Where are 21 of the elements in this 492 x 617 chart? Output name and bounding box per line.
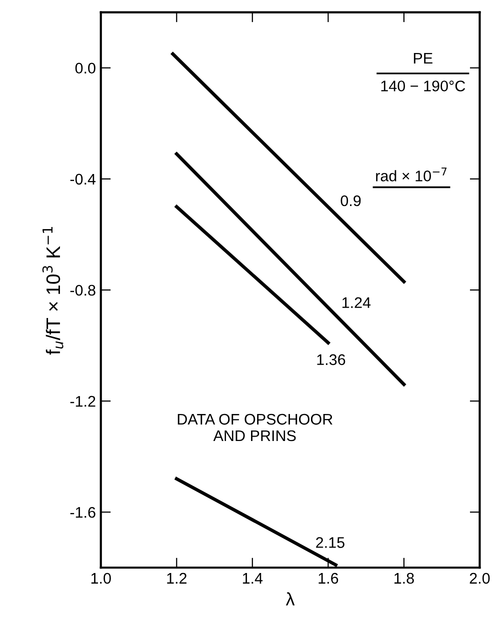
- x-tick-label: 1.6: [318, 572, 338, 584]
- x-tick-label: 1.4: [242, 573, 263, 584]
- x-tick-label: 1.8: [394, 572, 414, 584]
- x-tick-label: 1.2: [167, 572, 186, 584]
- annotation: PE: [414, 52, 432, 64]
- y-tick-label: 0.0: [75, 62, 96, 74]
- x-tick-label: 1.0: [91, 572, 111, 584]
- series-label: 1.24: [342, 297, 371, 308]
- series-label: 1.36: [317, 354, 346, 366]
- y-tick-label: -0.4: [70, 174, 96, 185]
- y-tick-label: -1.2: [70, 396, 96, 407]
- y-tick-label: -0.8: [70, 284, 96, 296]
- legend-title: rad × 10$^{−7}$: [376, 168, 447, 182]
- y-axis-title: f$_{u}$/fT × 10$^{3}$ K$^{−1}$: [42, 226, 64, 355]
- series-label: 2.15: [316, 537, 344, 548]
- annotation: DATA OF OPSCHOOR AND PRINS: [178, 414, 332, 442]
- y-tick-label: -1.6: [70, 506, 96, 518]
- x-tick-label: 2.0: [470, 572, 490, 584]
- series-label: 0.9: [340, 195, 361, 206]
- annotation: 140 − 190°C: [381, 80, 466, 92]
- x-axis-title: λ: [286, 592, 295, 606]
